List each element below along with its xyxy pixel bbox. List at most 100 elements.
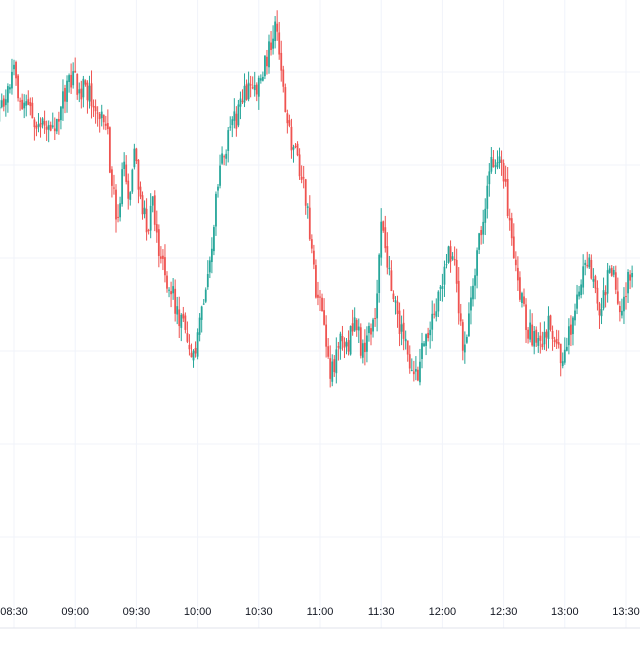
candle[interactable]: [447, 245, 450, 264]
time-axis-label[interactable]: 10:00: [184, 606, 212, 618]
candle[interactable]: [272, 25, 274, 55]
candle[interactable]: [478, 232, 481, 255]
candle[interactable]: [484, 198, 487, 236]
candle[interactable]: [213, 224, 215, 256]
time-axis-label[interactable]: 10:30: [245, 606, 273, 618]
candle[interactable]: [86, 80, 89, 114]
candle[interactable]: [121, 162, 124, 207]
candle[interactable]: [490, 147, 493, 174]
candle[interactable]: [570, 315, 572, 347]
candle[interactable]: [602, 277, 605, 311]
candle[interactable]: [300, 165, 303, 184]
candle[interactable]: [421, 332, 423, 369]
candle[interactable]: [292, 144, 295, 163]
candle[interactable]: [0, 99, 1, 122]
candle[interactable]: [170, 281, 172, 308]
candle[interactable]: [590, 254, 593, 280]
candle[interactable]: [376, 279, 379, 332]
candle[interactable]: [282, 65, 285, 93]
candle[interactable]: [302, 165, 305, 189]
candle[interactable]: [331, 354, 334, 387]
candle[interactable]: [23, 94, 26, 119]
candle[interactable]: [523, 288, 525, 307]
candle[interactable]: [90, 70, 93, 119]
candle[interactable]: [143, 200, 146, 219]
candle[interactable]: [372, 317, 374, 338]
candle[interactable]: [384, 215, 387, 253]
candle[interactable]: [623, 287, 625, 325]
candle[interactable]: [510, 212, 513, 246]
candle[interactable]: [119, 196, 121, 222]
candle[interactable]: [82, 75, 85, 108]
candle[interactable]: [4, 89, 7, 117]
candle[interactable]: [410, 358, 413, 372]
candle[interactable]: [366, 326, 368, 363]
candle[interactable]: [286, 109, 289, 134]
candle[interactable]: [504, 165, 507, 187]
candle[interactable]: [470, 286, 472, 325]
candle[interactable]: [465, 334, 468, 344]
candle[interactable]: [425, 333, 427, 356]
candle[interactable]: [449, 240, 452, 273]
candle[interactable]: [251, 76, 254, 90]
candle[interactable]: [25, 94, 28, 117]
candle[interactable]: [17, 74, 19, 102]
candle[interactable]: [102, 114, 105, 130]
candle[interactable]: [253, 71, 256, 97]
candle[interactable]: [106, 109, 109, 135]
candle[interactable]: [519, 271, 521, 302]
candle[interactable]: [166, 271, 168, 293]
candle[interactable]: [31, 97, 34, 119]
candle[interactable]: [153, 190, 156, 232]
candle[interactable]: [578, 285, 580, 300]
candle[interactable]: [327, 338, 330, 359]
candle[interactable]: [247, 71, 250, 102]
candle[interactable]: [429, 321, 432, 349]
candle[interactable]: [459, 303, 462, 326]
candle[interactable]: [310, 234, 313, 254]
candle[interactable]: [57, 111, 60, 135]
candle[interactable]: [80, 80, 83, 109]
candle[interactable]: [419, 348, 421, 386]
candle[interactable]: [541, 331, 544, 350]
candle[interactable]: [353, 307, 356, 332]
candle[interactable]: [533, 326, 536, 355]
candle[interactable]: [606, 262, 609, 303]
candle[interactable]: [480, 226, 483, 245]
candle[interactable]: [53, 117, 56, 141]
candle[interactable]: [537, 332, 540, 353]
candle[interactable]: [192, 349, 195, 368]
candle[interactable]: [304, 178, 307, 215]
candle[interactable]: [249, 75, 252, 98]
candle[interactable]: [631, 265, 634, 288]
candle[interactable]: [237, 99, 240, 128]
candle[interactable]: [427, 327, 430, 342]
candle[interactable]: [627, 269, 629, 303]
candle[interactable]: [204, 287, 207, 304]
candle[interactable]: [239, 91, 242, 120]
candle[interactable]: [592, 268, 595, 289]
candle[interactable]: [382, 220, 385, 233]
candle[interactable]: [335, 337, 338, 384]
candle[interactable]: [155, 210, 158, 243]
candle[interactable]: [580, 279, 583, 299]
candle[interactable]: [457, 267, 460, 325]
time-axis-label[interactable]: 12:30: [490, 606, 518, 618]
candle[interactable]: [443, 260, 446, 297]
candle[interactable]: [514, 251, 517, 272]
candle[interactable]: [329, 345, 332, 388]
candle[interactable]: [323, 298, 325, 326]
candle[interactable]: [363, 329, 366, 366]
candle[interactable]: [582, 254, 585, 295]
candle[interactable]: [453, 246, 456, 266]
candle[interactable]: [433, 303, 436, 319]
candle[interactable]: [561, 352, 564, 369]
candle[interactable]: [545, 329, 548, 352]
candle[interactable]: [347, 330, 350, 356]
candle[interactable]: [117, 204, 119, 223]
candle[interactable]: [159, 246, 162, 264]
candle[interactable]: [221, 146, 223, 165]
candle[interactable]: [308, 195, 311, 241]
candle[interactable]: [55, 118, 58, 135]
candle[interactable]: [498, 147, 501, 169]
